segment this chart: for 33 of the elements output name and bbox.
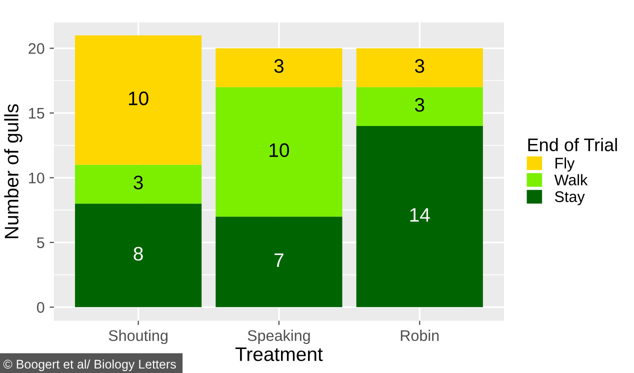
y-axis-title: Number of gulls [4, 104, 22, 238]
y-tick-label: 15 [29, 108, 44, 119]
bar [216, 87, 342, 217]
x-tick-label: Robin [400, 330, 439, 342]
x-tick-label: Speaking [248, 330, 310, 344]
legend-title: End of Trial [528, 138, 617, 152]
data-label: 3 [414, 98, 424, 112]
y-tick-label: 10 [29, 172, 44, 184]
text: © Boogert et al/ Biology Letters [3, 359, 176, 372]
bar [74, 204, 202, 308]
bar [356, 126, 483, 308]
x-tick-label: Shouting [108, 330, 168, 344]
data-label: 8 [134, 246, 143, 261]
legend-label: Stay [554, 191, 585, 206]
data-label: 7 [274, 254, 284, 267]
x-axis-title: Treatment [235, 348, 323, 362]
data-label: 10 [128, 92, 148, 106]
y-tick-label: 0 [36, 302, 44, 313]
data-label: 3 [414, 59, 424, 73]
bar [356, 87, 483, 126]
bar [74, 35, 202, 165]
bar [356, 48, 483, 88]
data-label: 3 [134, 176, 143, 190]
data-label: 3 [274, 59, 284, 73]
y-tick-label: 5 [36, 237, 44, 248]
bar [216, 216, 342, 308]
bar [216, 48, 342, 88]
data-label: 14 [410, 208, 430, 222]
bar [74, 164, 202, 204]
legend-label: Walk [554, 174, 588, 186]
y-tick-label: 20 [28, 43, 44, 54]
legend-label: Fly [556, 157, 575, 172]
data-label: 10 [270, 143, 290, 158]
